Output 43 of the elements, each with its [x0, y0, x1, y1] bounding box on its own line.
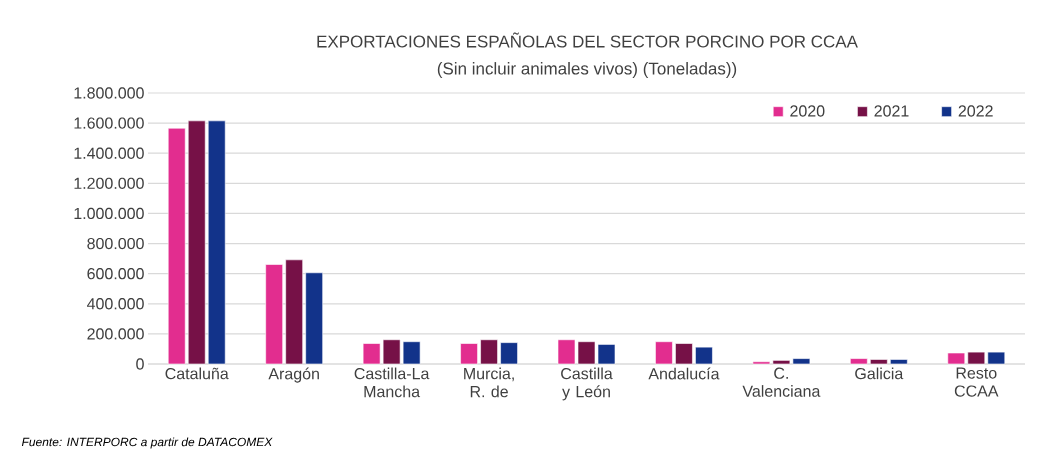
chart-subtitle: (Sin incluir animales vivos) (Toneladas))	[437, 62, 737, 78]
y-tick-label: 1.400.000	[74, 147, 144, 159]
x-tick-label: Cataluña	[165, 367, 229, 380]
bar	[207, 120, 226, 365]
bar	[655, 341, 673, 365]
y-tick-label: 1.000.000	[74, 207, 144, 220]
bar	[167, 127, 186, 365]
source-note: Fuente: INTERPORC a partir de DATACOMEX	[21, 437, 273, 449]
y-tick-label: 1.800.000	[74, 87, 144, 99]
bar	[987, 351, 1006, 365]
bar	[187, 120, 206, 365]
x-tick-label: Resto CCAA	[954, 367, 999, 397]
bar	[675, 343, 693, 365]
x-tick-label: Andalucía	[648, 367, 720, 380]
y-tick-label: 1.200.000	[74, 177, 144, 189]
legend-label: 2020	[790, 105, 825, 117]
x-tick-label: Castilla-La Mancha	[354, 367, 430, 398]
chart-title: EXPORTACIONES ESPAÑOLAS DEL SECTOR PORCINO POR CCAA	[317, 32, 858, 48]
y-tick-label: 800.000	[87, 237, 144, 250]
bar	[850, 358, 868, 365]
legend-label: 2022	[958, 105, 993, 117]
bar	[890, 359, 908, 365]
legend-label: 2021	[874, 105, 909, 117]
bar	[967, 351, 986, 365]
bar	[285, 259, 303, 365]
bar	[500, 342, 518, 365]
y-tick-label: 400.000	[87, 298, 144, 310]
bar	[695, 346, 713, 365]
y-tick-label: 1.600.000	[74, 117, 144, 129]
y-tick-label: 0	[136, 358, 144, 370]
x-tick-label: Aragón	[268, 367, 319, 383]
y-tick-label: 200.000	[87, 328, 144, 340]
bar	[870, 359, 888, 365]
bar	[480, 339, 498, 365]
bar	[947, 352, 966, 365]
bar	[460, 343, 478, 365]
x-tick-label: Galicia	[855, 367, 904, 380]
x-tick-label: Castilla y León	[561, 367, 613, 401]
x-tick-label: Murcia, R. de	[464, 367, 514, 398]
bar	[305, 272, 323, 365]
bar	[265, 264, 283, 365]
x-tick-label: C. Valenciana	[742, 367, 821, 397]
y-tick-label: 600.000	[87, 268, 144, 280]
